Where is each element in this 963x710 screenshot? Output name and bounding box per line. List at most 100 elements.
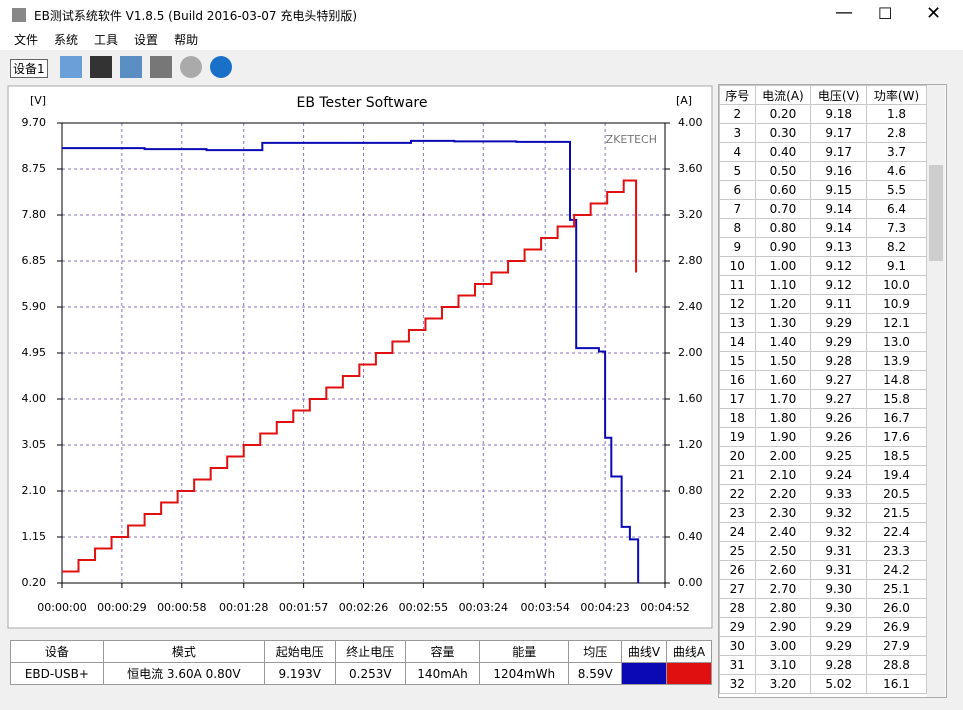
save-button[interactable] xyxy=(90,56,112,78)
table-cell: 2.70 xyxy=(754,579,812,599)
plot-border xyxy=(61,122,666,584)
table-row: 7 0.70 9.14 6.4 xyxy=(719,199,927,219)
table-cell: 1.40 xyxy=(754,332,812,352)
table-cell: 2.60 xyxy=(754,560,812,580)
summary-header-cell: 能量 xyxy=(478,640,570,663)
summary-cell: EBD-USB+ xyxy=(10,662,104,685)
y-tick-label: 0.20 xyxy=(22,576,47,589)
table-cell: 9.27 xyxy=(810,370,868,390)
table-cell: 9.12 xyxy=(810,256,868,276)
table-row: 19 1.90 9.26 17.6 xyxy=(719,427,927,447)
y2-tick-label: 4.00 xyxy=(678,116,703,129)
y2-tick-label: 1.60 xyxy=(678,392,703,405)
table-cell: 9.33 xyxy=(810,484,868,504)
table-cell: 4 xyxy=(719,142,756,162)
x-tick-label: 00:00:00 xyxy=(37,601,86,614)
summary-header-cell: 容量 xyxy=(405,640,480,663)
table-cell: 14 xyxy=(719,332,756,352)
table-cell: 9.31 xyxy=(810,560,868,580)
image-button[interactable] xyxy=(120,56,142,78)
table-cell: 1.80 xyxy=(754,408,812,428)
menu-item[interactable]: 系统 xyxy=(54,33,79,47)
table-row: 2 0.20 9.18 1.8 xyxy=(719,104,927,124)
table-cell: 1.60 xyxy=(754,370,812,390)
table-cell: 2.80 xyxy=(754,598,812,618)
table-cell: 5.02 xyxy=(810,674,868,694)
x-tick-label: 00:02:26 xyxy=(339,601,388,614)
y-axis-label: [V] xyxy=(30,94,46,107)
table-row: 21 2.10 9.24 19.4 xyxy=(719,465,927,485)
table-cell: 0.30 xyxy=(754,123,812,143)
table-row: 5 0.50 9.16 4.6 xyxy=(719,161,927,181)
x-tick-label: 00:02:55 xyxy=(399,601,448,614)
x-tick-label: 00:00:58 xyxy=(157,601,206,614)
scrollbar[interactable] xyxy=(927,85,945,697)
maximize-button[interactable]: ☐ xyxy=(878,4,893,23)
table-row: 9 0.90 9.13 8.2 xyxy=(719,237,927,257)
y2-tick-label: 1.20 xyxy=(678,438,703,451)
table-row: 24 2.40 9.32 22.4 xyxy=(719,522,927,542)
table-cell: 0.20 xyxy=(754,104,812,124)
menu-item[interactable]: 工具 xyxy=(94,33,119,47)
table-row: 18 1.80 9.26 16.7 xyxy=(719,408,927,428)
chart-title: EB Tester Software xyxy=(296,95,427,111)
menu-item[interactable]: 帮助 xyxy=(174,33,199,47)
table-cell: 5.5 xyxy=(866,180,927,200)
table-cell: 31 xyxy=(719,655,756,675)
table-cell: 5 xyxy=(719,161,756,181)
close-button[interactable]: ✕ xyxy=(926,3,942,24)
table-row: 29 2.90 9.29 26.9 xyxy=(719,617,927,637)
table-row: 14 1.40 9.29 13.0 xyxy=(719,332,927,352)
y2-tick-label: 2.80 xyxy=(678,254,703,267)
table-cell: 3.7 xyxy=(866,142,927,162)
y-tick-label: 4.00 xyxy=(22,392,47,405)
table-cell: 9.14 xyxy=(810,218,868,238)
y-tick-label: 9.70 xyxy=(22,116,47,129)
device-tab[interactable]: 设备1 xyxy=(10,59,48,78)
table-cell: 9.1 xyxy=(866,256,927,276)
table-row: 15 1.50 9.28 13.9 xyxy=(719,351,927,371)
table-cell: 14.8 xyxy=(866,370,927,390)
open-button[interactable] xyxy=(60,56,82,78)
minimize-button[interactable]: — xyxy=(835,2,853,23)
table-cell: 15.8 xyxy=(866,389,927,409)
table-cell: 0.80 xyxy=(754,218,812,238)
table-row: 23 2.30 9.32 21.5 xyxy=(719,503,927,523)
column-header: 功率(W) xyxy=(866,85,927,105)
table-cell: 8.2 xyxy=(866,237,927,257)
table-cell: 0.50 xyxy=(754,161,812,181)
table-cell: 8 xyxy=(719,218,756,238)
app-icon xyxy=(12,8,26,22)
summary-cell: 1204mWh xyxy=(478,662,570,685)
table-cell: 10.0 xyxy=(866,275,927,295)
table-cell: 3.00 xyxy=(754,636,812,656)
table-cell: 24.2 xyxy=(866,560,927,580)
column-header: 序号 xyxy=(719,85,756,105)
y2-axis-label: [A] xyxy=(676,94,692,107)
title-bar: EB测试系统软件 V1.8.5 (Build 2016-03-07 充电头特别版… xyxy=(0,0,963,30)
table-cell: 1.00 xyxy=(754,256,812,276)
info-button[interactable] xyxy=(210,56,232,78)
curve-color-swatch xyxy=(666,662,712,685)
table-row: 6 0.60 9.15 5.5 xyxy=(719,180,927,200)
tools-button[interactable] xyxy=(150,56,172,78)
table-cell: 9.17 xyxy=(810,142,868,162)
table-row: 20 2.00 9.25 18.5 xyxy=(719,446,927,466)
x-tick-label: 00:00:29 xyxy=(97,601,146,614)
y2-tick-label: 3.60 xyxy=(678,162,703,175)
table-cell: 9.29 xyxy=(810,617,868,637)
search-button[interactable] xyxy=(180,56,202,78)
table-cell: 15 xyxy=(719,351,756,371)
menu-item[interactable]: 设置 xyxy=(134,33,159,47)
table-cell: 32 xyxy=(719,674,756,694)
table-cell: 1.70 xyxy=(754,389,812,409)
scroll-thumb[interactable] xyxy=(929,165,943,261)
table-cell: 1.90 xyxy=(754,427,812,447)
summary-table: 设备 模式 起始电压 终止电压 容量 能量 均压 曲线V 曲线A EBD-USB+ 恒电流 3.60… xyxy=(10,640,712,685)
table-cell: 9.26 xyxy=(810,408,868,428)
menu-item[interactable]: 文件 xyxy=(14,33,39,47)
window-title: EB测试系统软件 V1.8.5 (Build 2016-03-07 充电头特别版… xyxy=(34,9,358,23)
table-cell: 9.14 xyxy=(810,199,868,219)
table-row: 25 2.50 9.31 23.3 xyxy=(719,541,927,561)
table-cell: 1.10 xyxy=(754,275,812,295)
